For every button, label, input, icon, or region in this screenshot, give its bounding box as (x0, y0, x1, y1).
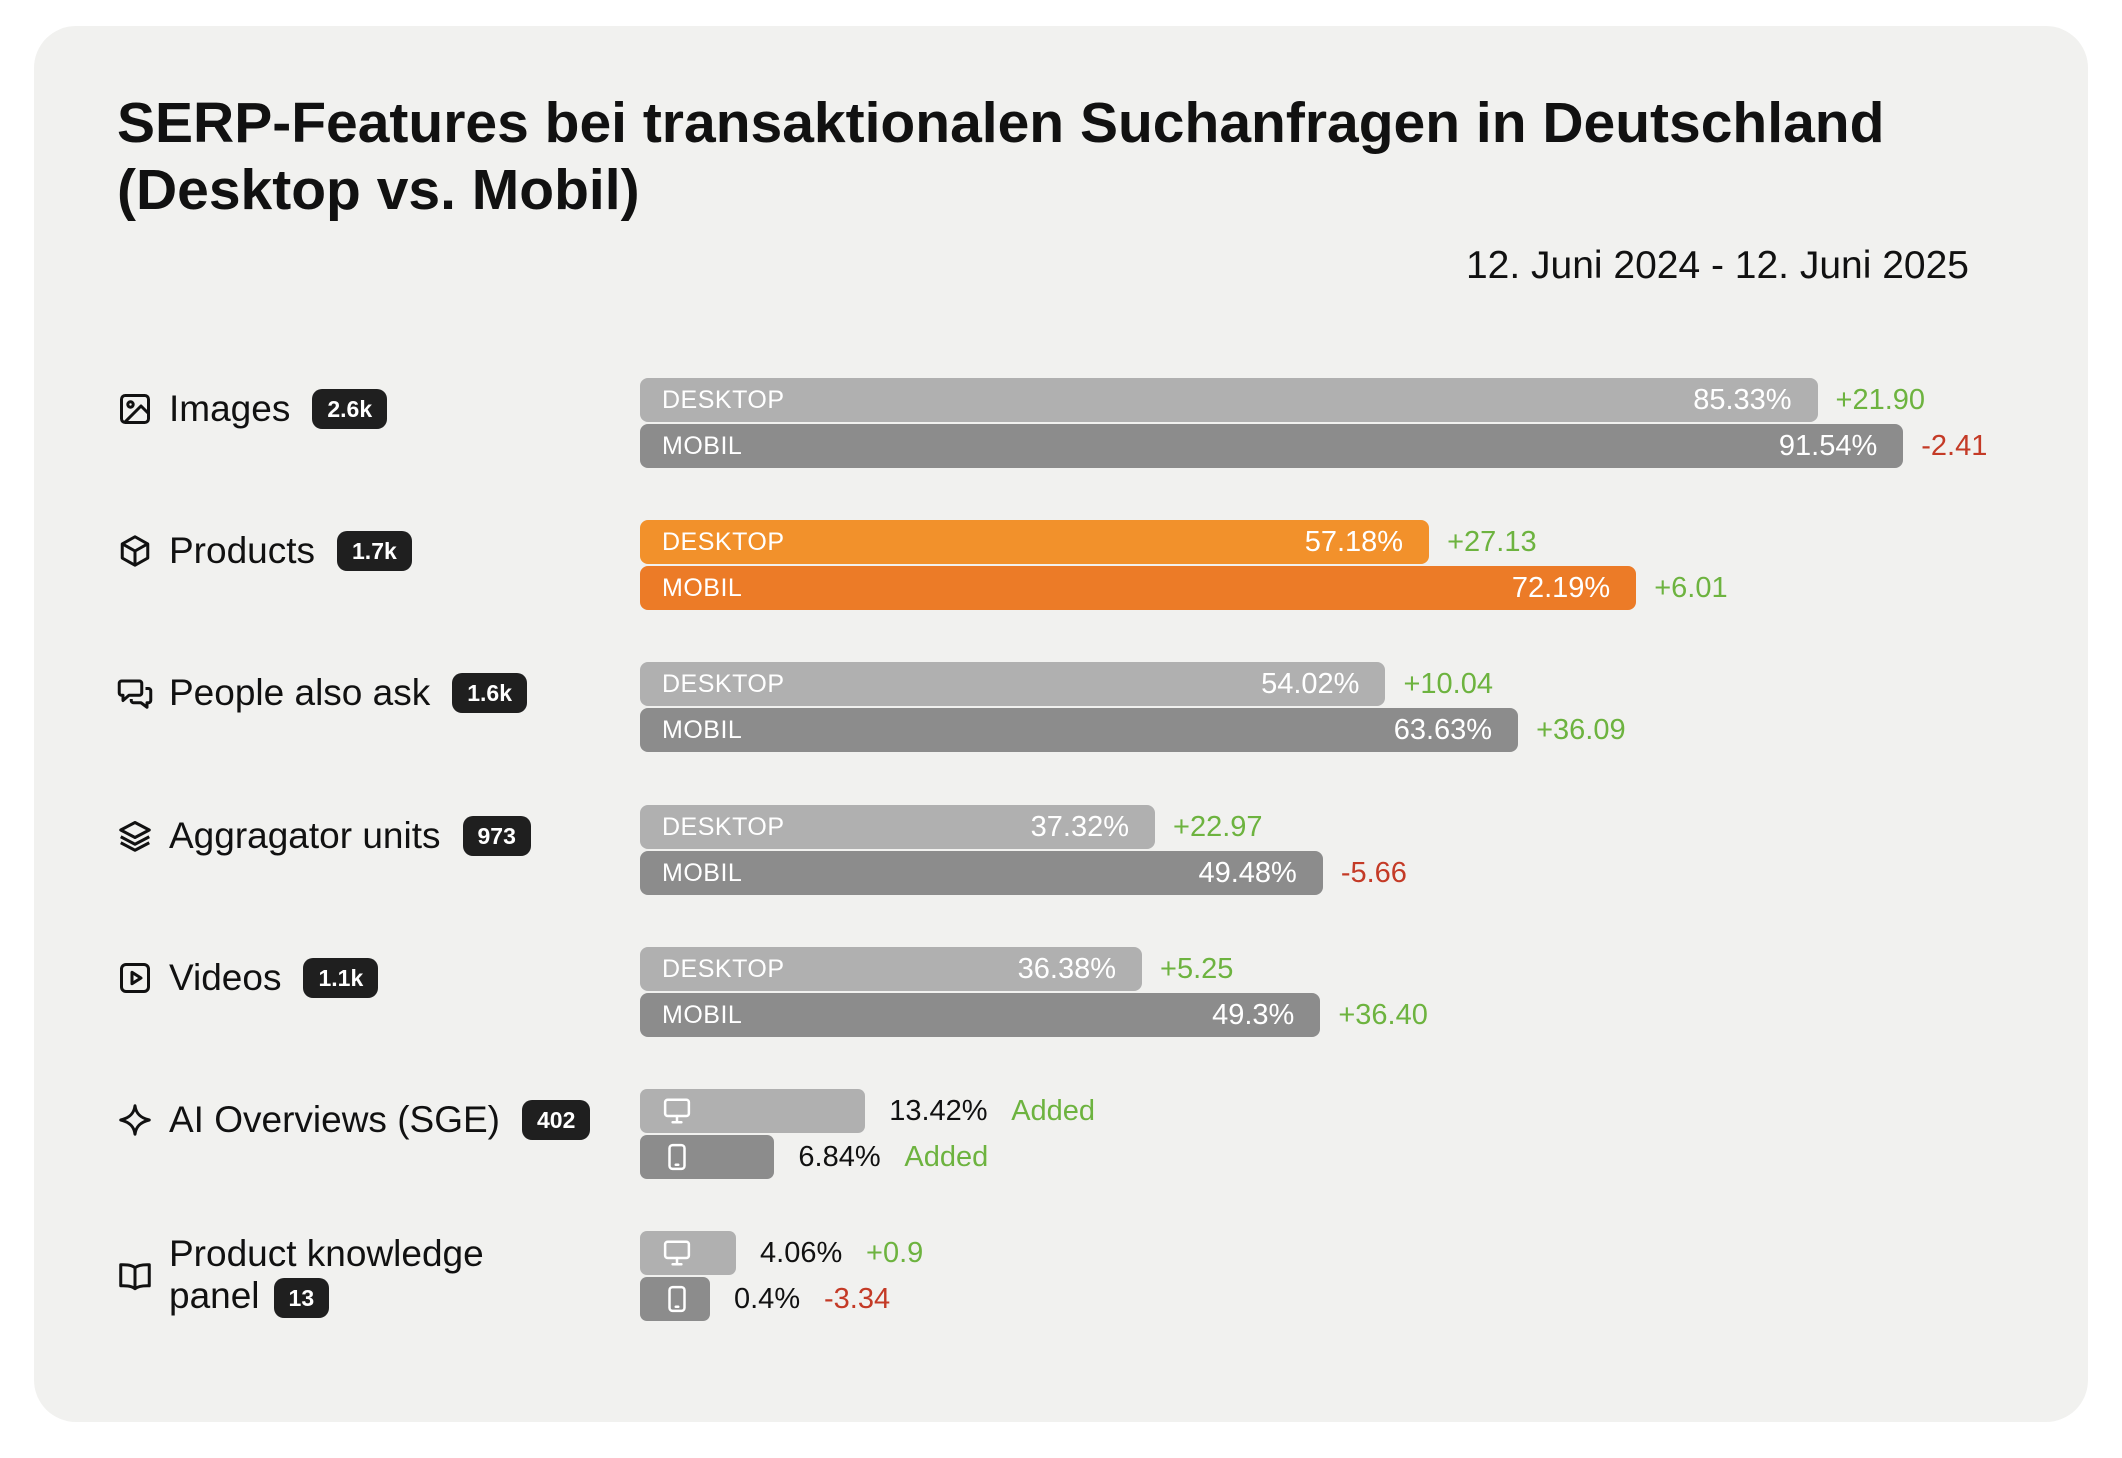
mobile-value: 49.3% (1212, 999, 1295, 1031)
desktop-delta: +27.13 (1447, 526, 1537, 558)
mobile-delta: Added (904, 1141, 989, 1173)
desktop-series-label: DESKTOP (662, 670, 785, 698)
mobile-delta: -2.41 (1921, 430, 1988, 462)
desktop-delta: +10.04 (1403, 668, 1493, 700)
chart-title-line-2: (Desktop vs. Mobil) (117, 158, 640, 222)
row-label: Products 1.7k (117, 530, 412, 572)
mobile-bar: MOBIL 63.63% (640, 708, 1519, 752)
desktop-value: 36.38% (1017, 953, 1117, 985)
play-video-icon (117, 960, 153, 996)
desktop-delta: +5.25 (1160, 953, 1234, 985)
row-name: People also ask (169, 672, 431, 713)
layers-icon (117, 818, 153, 854)
row-name: Product knowledge panel (169, 1233, 484, 1316)
mobile-value: 0.4% (734, 1283, 801, 1315)
mobile-delta: +36.40 (1338, 999, 1428, 1031)
chart-title-line-1: SERP-Features bei transaktionalen Suchan… (117, 91, 1885, 155)
mobile-bar: MOBIL 72.19% (640, 566, 1637, 610)
mobile-value: 6.84% (798, 1141, 881, 1173)
count-badge: 2.6k (312, 389, 388, 429)
row-label: Aggragator units 973 (117, 815, 531, 857)
mobile-value: 91.54% (1778, 430, 1878, 462)
desktop-icon (662, 1096, 692, 1126)
row-name: Videos (169, 957, 282, 998)
mobile-value: 72.19% (1511, 572, 1611, 604)
count-badge: 1.6k (452, 673, 527, 713)
desktop-value: 4.06% (760, 1237, 843, 1269)
mobile-value: 49.48% (1198, 857, 1297, 889)
mobile-delta: +6.01 (1654, 572, 1728, 604)
mobile-delta: +36.09 (1536, 714, 1626, 746)
row-label: Images 2.6k (117, 388, 388, 430)
mobile-series-label: MOBIL (662, 716, 743, 744)
desktop-icon (662, 1238, 692, 1268)
mobile-bar: MOBIL 91.54% (640, 424, 1904, 468)
count-badge: 13 (273, 1278, 330, 1319)
desktop-series-label: DESKTOP (662, 386, 785, 414)
row-label: Videos 1.1k (117, 957, 379, 999)
row-name: Aggragator units (169, 815, 441, 856)
sparkle-icon (117, 1102, 153, 1138)
row-label: Product knowledge panel 13 (117, 1233, 537, 1319)
mobile-delta: -3.34 (824, 1283, 891, 1315)
desktop-delta: +22.97 (1173, 811, 1263, 843)
desktop-bar: DESKTOP 37.32% (640, 805, 1156, 849)
row-name: AI Overviews (SGE) (169, 1099, 500, 1140)
count-badge: 973 (462, 816, 531, 856)
mobile-bar (640, 1277, 710, 1321)
image-icon (117, 391, 153, 427)
mobile-icon (662, 1142, 692, 1172)
desktop-bar: DESKTOP 54.02% (640, 662, 1386, 706)
desktop-bar: DESKTOP 85.33% (640, 378, 1818, 422)
row-name: Products (169, 530, 316, 571)
desktop-value: 57.18% (1304, 526, 1404, 558)
date-range: 12. Juni 2024 - 12. Juni 2025 (1465, 244, 1969, 287)
desktop-bar (640, 1089, 866, 1133)
mobile-series-label: MOBIL (662, 1001, 743, 1029)
mobile-series-label: MOBIL (662, 574, 743, 602)
mobile-value: 63.63% (1393, 714, 1493, 746)
mobile-bar (640, 1135, 775, 1179)
row-name-block: Product knowledge panel 13 (169, 1233, 499, 1319)
desktop-series-label: DESKTOP (662, 955, 785, 983)
desktop-bar: DESKTOP 57.18% (640, 520, 1430, 564)
desktop-series-label: DESKTOP (662, 528, 785, 556)
open-book-icon (117, 1258, 153, 1294)
row-label: People also ask 1.6k (117, 672, 527, 714)
count-badge: 402 (522, 1100, 591, 1140)
mobile-delta: -5.66 (1340, 857, 1407, 889)
chat-bubbles-icon (117, 675, 153, 711)
chart-title: SERP-Features bei transaktionalen Suchan… (117, 90, 2017, 224)
desktop-bar (640, 1231, 737, 1275)
count-badge: 1.7k (337, 531, 412, 571)
desktop-delta: +21.90 (1835, 384, 1926, 416)
row-label: AI Overviews (SGE) 402 (117, 1099, 591, 1141)
mobile-series-label: MOBIL (662, 432, 743, 460)
mobile-bar: MOBIL 49.3% (640, 993, 1321, 1037)
desktop-value: 54.02% (1261, 668, 1360, 700)
mobile-series-label: MOBIL (662, 859, 743, 887)
desktop-delta: Added (1011, 1095, 1096, 1127)
desktop-series-label: DESKTOP (662, 813, 785, 841)
mobile-bar: MOBIL 49.48% (640, 851, 1323, 895)
row-name: Images (169, 388, 291, 429)
desktop-bar: DESKTOP 36.38% (640, 947, 1143, 991)
desktop-value: 85.33% (1693, 384, 1792, 416)
cube-icon (117, 533, 153, 569)
desktop-value: 37.32% (1030, 811, 1130, 843)
mobile-icon (662, 1284, 692, 1314)
desktop-value: 13.42% (889, 1095, 988, 1127)
desktop-delta: +0.9 (866, 1237, 924, 1269)
count-badge: 1.1k (303, 958, 379, 998)
